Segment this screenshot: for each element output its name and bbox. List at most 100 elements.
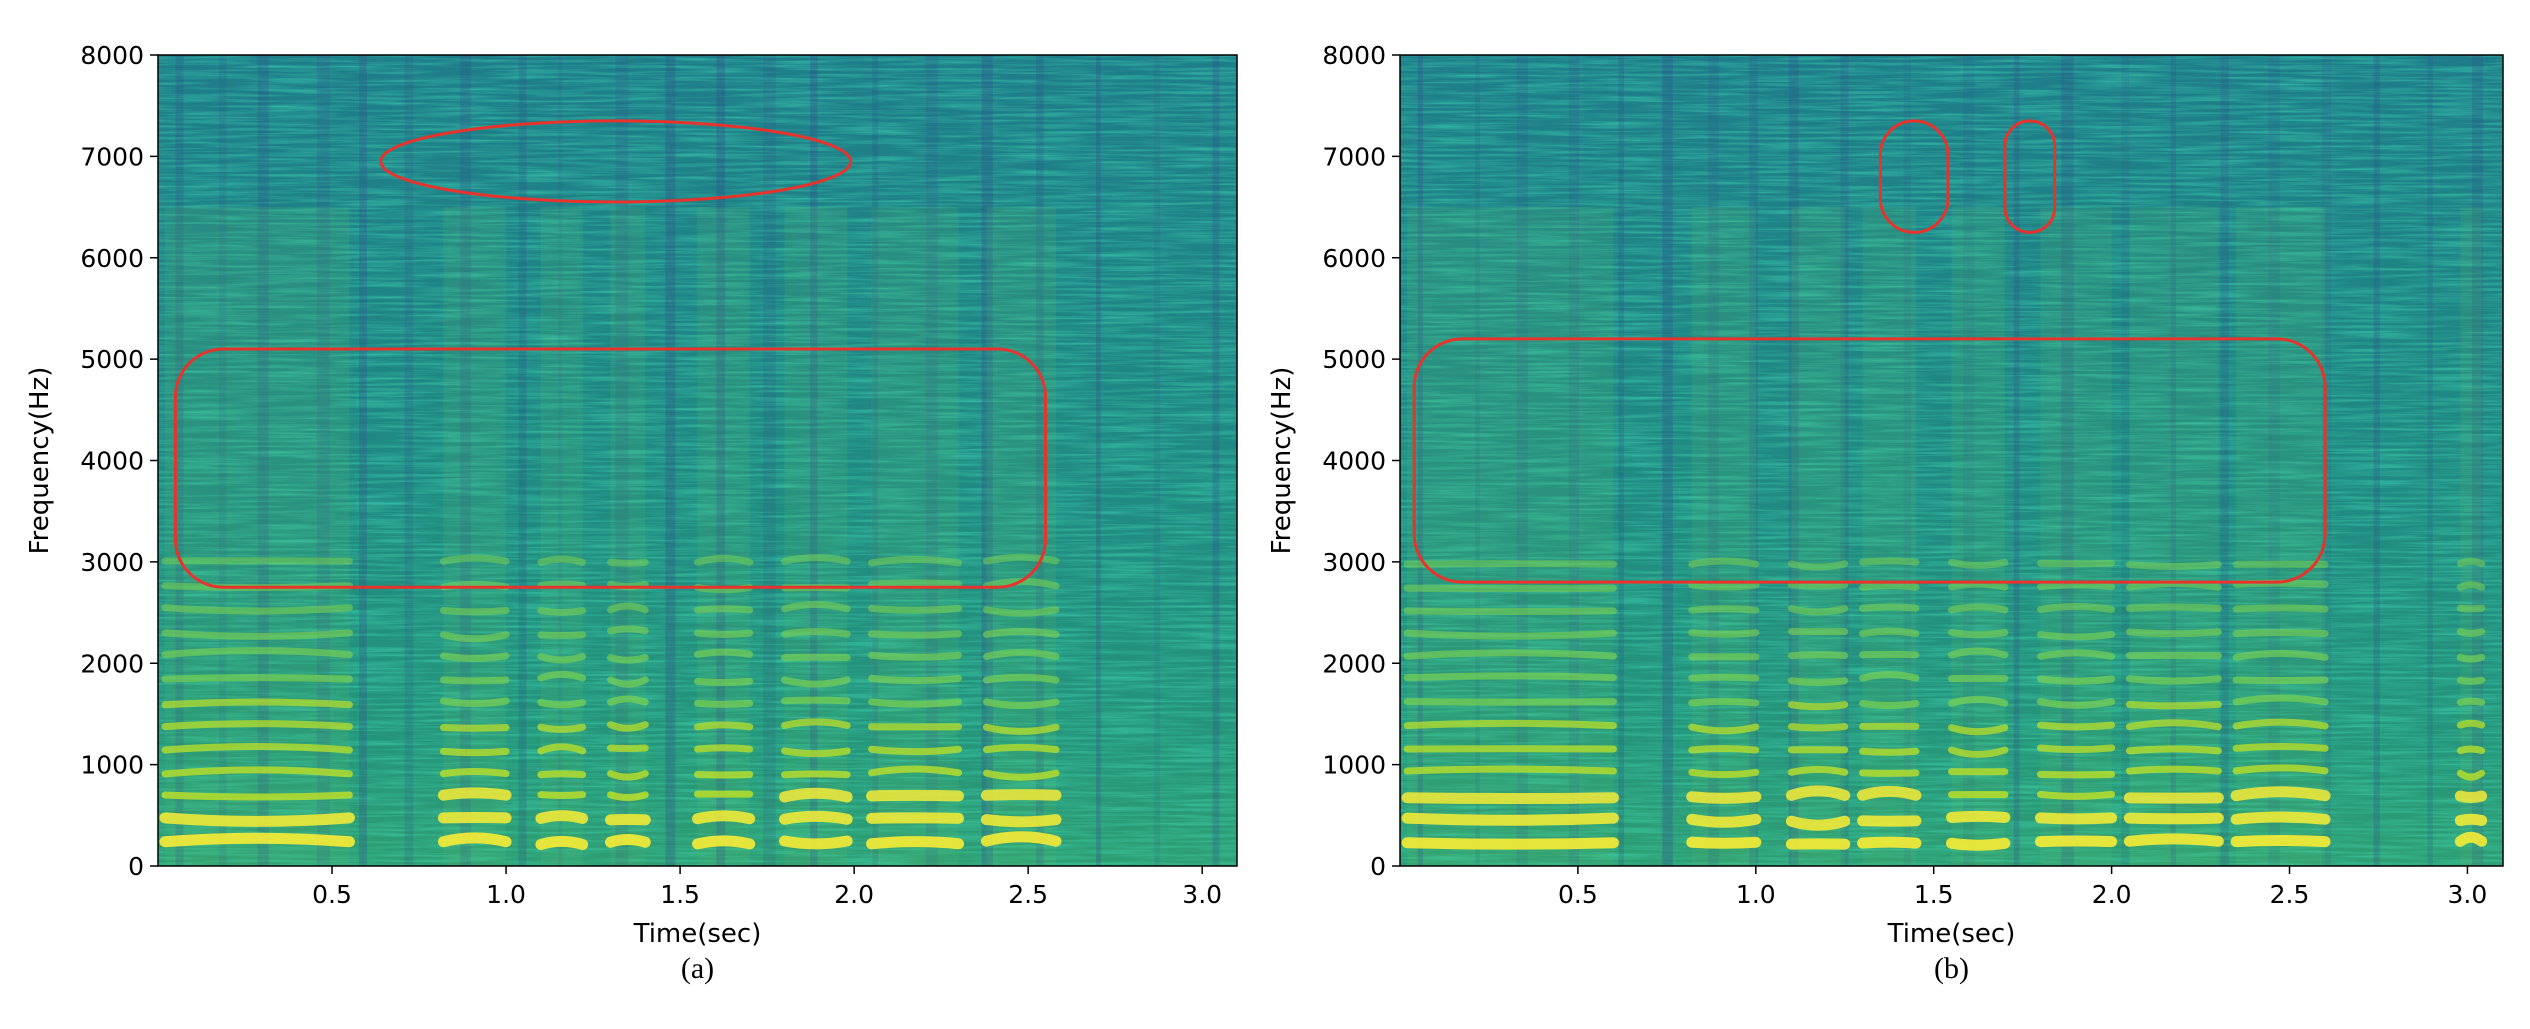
harmonic-band bbox=[439, 747, 510, 757]
spectral-gap-stripe bbox=[2472, 55, 2483, 866]
harmonic-band bbox=[1859, 603, 1920, 612]
harmonic-band bbox=[606, 602, 649, 614]
x-tick-label: 2.0 bbox=[834, 880, 874, 909]
spectral-gap-stripe bbox=[2268, 55, 2280, 866]
spectral-gap-stripe bbox=[810, 55, 818, 866]
harmonic-band bbox=[1948, 580, 2009, 591]
harmonic-band bbox=[537, 555, 587, 566]
harmonic-band bbox=[2456, 581, 2486, 591]
harmonic-band bbox=[694, 744, 754, 753]
harmonic-band bbox=[2232, 604, 2329, 613]
y-tick-label: 2000 bbox=[1322, 649, 1386, 678]
spectral-gap-stripe bbox=[1475, 55, 1480, 866]
harmonic-band bbox=[2454, 813, 2488, 826]
harmonic-band bbox=[1688, 723, 1760, 735]
harmonic-band bbox=[781, 601, 851, 613]
harmonic-band bbox=[1686, 791, 1762, 804]
harmonic-band bbox=[779, 810, 853, 825]
harmonic-band bbox=[606, 744, 649, 753]
harmonic-band bbox=[980, 814, 1062, 828]
harmonic-band bbox=[161, 720, 353, 731]
y-tick-label: 5000 bbox=[1322, 345, 1386, 374]
harmonic-band bbox=[1688, 697, 1760, 707]
spectrogram-plot-area-2 bbox=[1400, 55, 2503, 866]
harmonic-band bbox=[2125, 628, 2222, 638]
harmonic-band bbox=[2036, 698, 2116, 709]
spectral-gap-stripe bbox=[2121, 55, 2130, 866]
harmonic-band bbox=[606, 558, 649, 567]
harmonic-band bbox=[537, 580, 587, 589]
harmonic-band bbox=[2456, 628, 2486, 637]
y-tick-label: 2000 bbox=[80, 649, 144, 678]
harmonic-band bbox=[982, 769, 1060, 781]
harmonic-band bbox=[1859, 627, 1920, 638]
harmonic-band bbox=[161, 766, 353, 778]
y-tick-label: 0 bbox=[128, 852, 144, 881]
y-tick-label: 1000 bbox=[1322, 751, 1386, 780]
y-tick-label: 4000 bbox=[1322, 447, 1386, 476]
harmonic-band bbox=[2456, 769, 2486, 781]
voiced-segment-haze bbox=[1951, 207, 2005, 866]
spectral-gap-stripe bbox=[1212, 55, 1220, 866]
harmonic-band bbox=[537, 698, 587, 709]
harmonic-band bbox=[2230, 786, 2331, 802]
y-tick-label: 8000 bbox=[80, 41, 144, 70]
spectral-gap-stripe bbox=[2373, 55, 2380, 866]
harmonic-band bbox=[1403, 607, 1617, 616]
harmonic-band bbox=[868, 630, 963, 639]
harmonic-band bbox=[2456, 604, 2486, 613]
harmonic-band bbox=[694, 721, 754, 731]
spectral-gap-stripe bbox=[1708, 55, 1719, 866]
harmonic-band bbox=[1787, 651, 1849, 660]
harmonic-band bbox=[1787, 723, 1849, 732]
spectral-gap-stripe bbox=[218, 55, 227, 866]
harmonic-band bbox=[2125, 700, 2222, 710]
harmonic-band bbox=[439, 631, 510, 643]
spectral-gap-stripe bbox=[1963, 55, 1975, 866]
harmonic-band bbox=[1401, 792, 1619, 805]
harmonic-band bbox=[1403, 560, 1617, 568]
y-axis-label: Frequency(Hz) bbox=[1267, 367, 1297, 555]
spectral-gap-stripe bbox=[763, 55, 776, 866]
spectral-gap-stripe bbox=[872, 55, 879, 866]
harmonic-band bbox=[868, 651, 963, 661]
harmonic-band bbox=[2036, 744, 2116, 754]
spectral-gap-stripe bbox=[1788, 55, 1799, 866]
x-axis-label: Time(sec) bbox=[1887, 919, 2016, 949]
harmonic-band bbox=[1688, 557, 1760, 568]
harmonic-band bbox=[1859, 699, 1920, 709]
harmonic-band bbox=[439, 697, 510, 708]
harmonic-band bbox=[2123, 812, 2224, 825]
spectral-gap-stripe bbox=[1618, 55, 1625, 866]
harmonic-band bbox=[694, 770, 754, 779]
harmonic-band bbox=[2036, 790, 2116, 800]
harmonic-band bbox=[439, 676, 510, 685]
spectral-gap-stripe bbox=[1417, 55, 1423, 866]
spectral-gap-stripe bbox=[2427, 55, 2433, 866]
harmonic-band bbox=[1401, 812, 1619, 826]
voiced-segment-haze bbox=[2129, 207, 2219, 866]
harmonic-band bbox=[982, 553, 1060, 565]
harmonic-band bbox=[2125, 719, 2222, 731]
harmonic-band bbox=[1948, 647, 2009, 659]
harmonic-band bbox=[1948, 603, 2009, 614]
harmonic-band bbox=[2036, 581, 2116, 591]
harmonic-band bbox=[439, 652, 510, 662]
harmonic-band bbox=[2125, 675, 2222, 685]
harmonic-band bbox=[868, 604, 963, 614]
voiced-segment-haze bbox=[871, 207, 959, 866]
harmonic-band bbox=[2454, 831, 2488, 847]
harmonic-band bbox=[2230, 811, 2331, 825]
harmonic-band bbox=[1686, 836, 1762, 849]
harmonic-band bbox=[982, 698, 1060, 709]
y-tick-label: 5000 bbox=[80, 345, 144, 374]
spectral-gap-stripe bbox=[1903, 55, 1912, 866]
harmonic-band bbox=[1948, 558, 2009, 569]
harmonic-band bbox=[2230, 834, 2331, 848]
harmonic-band bbox=[781, 676, 851, 688]
voiced-segment-haze bbox=[164, 207, 350, 866]
harmonic-band bbox=[1787, 581, 1849, 590]
harmonic-band bbox=[2454, 790, 2488, 804]
harmonic-band bbox=[694, 554, 754, 566]
harmonic-band bbox=[161, 629, 353, 640]
